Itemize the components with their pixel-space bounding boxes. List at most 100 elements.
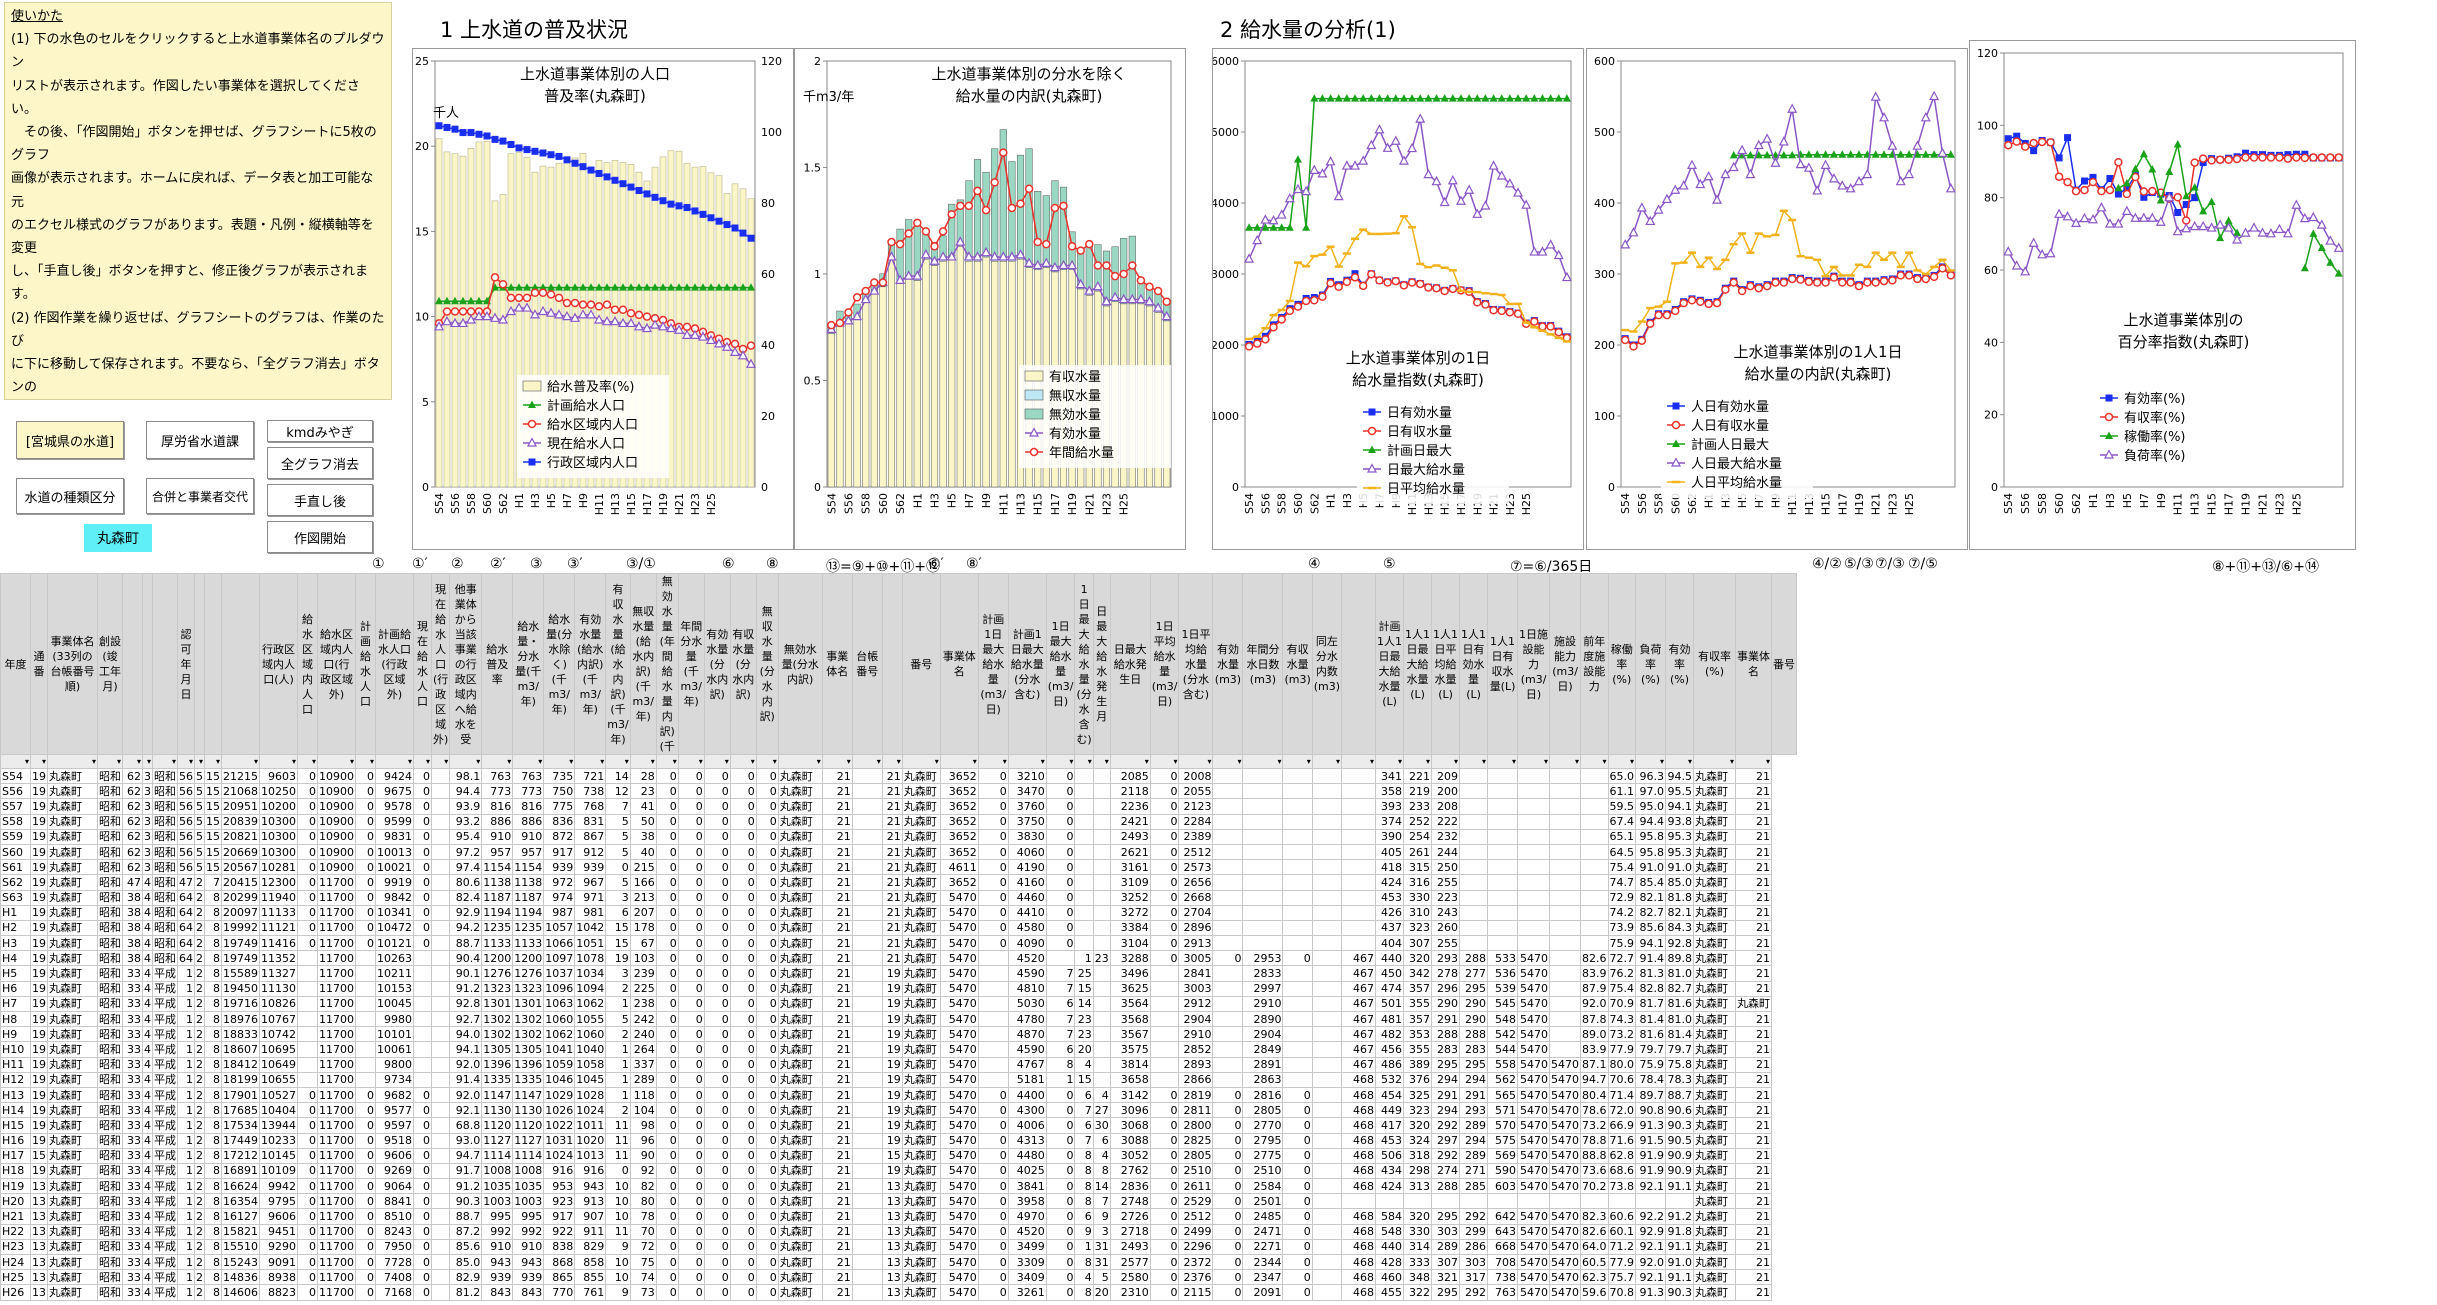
table-cell[interactable]: 21	[1735, 1117, 1773, 1134]
filter-dropdown-icon[interactable]: ▾	[655, 754, 679, 769]
table-cell[interactable]	[1459, 813, 1489, 830]
table-cell[interactable]: 0	[755, 965, 779, 982]
table-cell[interactable]: 1003	[481, 1193, 514, 1210]
table-cell[interactable]: 丸森町	[47, 828, 98, 845]
table-cell[interactable]: 丸森町	[47, 1086, 98, 1104]
filter-dropdown-icon[interactable]: ▾	[821, 754, 853, 769]
table-cell[interactable]: 8	[204, 995, 222, 1013]
table-cell[interactable]: 13	[881, 1269, 903, 1286]
table-cell[interactable]: 750	[543, 783, 576, 800]
table-cell[interactable]: 7	[1045, 980, 1076, 997]
table-cell[interactable]: 20	[1092, 1284, 1111, 1301]
table-cell[interactable]	[851, 1208, 883, 1225]
table-cell[interactable]: 0	[1282, 1253, 1313, 1271]
table-cell[interactable]: 911	[574, 1223, 607, 1240]
table-cell[interactable]: 93.8	[1665, 813, 1695, 830]
table-cell[interactable]: 348	[1403, 1269, 1433, 1286]
table-cell[interactable]: 0	[1282, 1208, 1313, 1225]
table-cell[interactable]: 5470	[939, 1132, 979, 1149]
table-cell[interactable]: 0	[413, 1178, 432, 1195]
table-cell[interactable]: 5470	[1517, 1253, 1551, 1271]
table-cell[interactable]	[297, 1056, 318, 1073]
table-cell[interactable]: 15	[1074, 1071, 1094, 1088]
table-cell[interactable]: 3052	[1109, 1147, 1151, 1164]
table-cell[interactable]: 0	[1045, 843, 1076, 861]
table-cell[interactable]	[1092, 1026, 1111, 1043]
table-cell[interactable]: 丸森町	[1693, 889, 1737, 906]
table-cell[interactable]: 0	[703, 1147, 731, 1164]
table-cell[interactable]	[430, 904, 451, 921]
table-cell[interactable]: 95.3	[1665, 843, 1695, 861]
table-cell[interactable]: 20097	[221, 904, 260, 921]
table-cell[interactable]: 1323	[481, 980, 514, 997]
table-cell[interactable]: 9980	[375, 1010, 414, 1028]
table-cell[interactable]: 3652	[939, 828, 979, 845]
table-cell[interactable]: 2718	[1109, 1223, 1151, 1240]
table-cell[interactable]: 19	[881, 1162, 903, 1180]
table-cell[interactable]: 4810	[1007, 980, 1047, 997]
filter-dropdown-icon[interactable]: ▾	[430, 754, 451, 769]
table-cell[interactable]: 昭和	[97, 935, 123, 952]
table-cell[interactable]	[1311, 904, 1343, 921]
table-cell[interactable]: 2	[605, 1026, 631, 1043]
table-cell[interactable]: 2910	[1242, 995, 1284, 1013]
table-cell[interactable]: 223	[1431, 889, 1461, 906]
table-cell[interactable]: 59.5	[1607, 798, 1637, 815]
table-cell[interactable]: 11700	[317, 1071, 356, 1088]
table-cell[interactable]: 2	[194, 1147, 205, 1164]
table-cell[interactable]: 2344	[1242, 1253, 1284, 1271]
table-cell[interactable]: 丸森町	[47, 1102, 98, 1119]
table-cell[interactable]: 13	[30, 1223, 48, 1240]
table-cell[interactable]: 1396	[512, 1056, 545, 1073]
table-cell[interactable]: 20839	[221, 813, 260, 830]
table-cell[interactable]: 23	[1074, 1010, 1094, 1028]
table-cell[interactable]: 21	[821, 859, 853, 876]
filter-dropdown-icon[interactable]: ▾	[1045, 754, 1076, 769]
table-cell[interactable]: 738	[1487, 1269, 1519, 1286]
table-cell[interactable]	[1282, 1026, 1313, 1043]
table-cell[interactable]: 2501	[1242, 1193, 1284, 1210]
table-cell[interactable]: 丸森町	[1693, 1147, 1737, 1164]
table-cell[interactable]: 21	[821, 1162, 853, 1180]
table-cell[interactable]: 5470	[939, 1178, 979, 1195]
table-cell[interactable]: 4	[142, 1132, 153, 1149]
table-cell[interactable]	[1282, 874, 1313, 891]
table-cell[interactable]: 昭和	[97, 1086, 123, 1104]
table-cell[interactable]: 1022	[543, 1117, 576, 1134]
table-cell[interactable]	[1459, 889, 1489, 906]
table-cell[interactable]: 9606	[259, 1208, 298, 1225]
table-cell[interactable]: 1062	[543, 1026, 576, 1043]
table-cell[interactable]: 73.2	[1580, 1117, 1609, 1134]
table-cell[interactable]	[1549, 1041, 1582, 1058]
table-cell[interactable]: 0	[355, 767, 376, 785]
table-cell[interactable]	[430, 798, 451, 815]
table-cell[interactable]: 21	[1735, 1223, 1773, 1240]
table-cell[interactable]: 昭和	[97, 1056, 123, 1073]
table-cell[interactable]	[1092, 919, 1111, 937]
table-cell[interactable]: 昭和	[97, 919, 123, 937]
table-cell[interactable]: 2236	[1109, 798, 1151, 815]
table-cell[interactable]: 0	[297, 1223, 318, 1240]
table-cell[interactable]: 73.8	[1607, 1178, 1637, 1195]
table-cell[interactable]: 405	[1375, 843, 1405, 861]
table-cell[interactable]	[1212, 919, 1244, 937]
table-cell[interactable]: 21	[821, 1223, 853, 1240]
table-cell[interactable]: 10281	[259, 859, 298, 876]
table-cell[interactable]: 9424	[375, 767, 414, 785]
table-cell[interactable]: 21	[1735, 1253, 1773, 1271]
table-cell[interactable]: 21	[1735, 935, 1773, 952]
table-cell[interactable]: 79.7	[1635, 1041, 1667, 1058]
table-cell[interactable]: 0	[297, 1086, 318, 1104]
filter-dropdown-icon[interactable]: ▾	[317, 754, 356, 769]
table-cell[interactable]: 昭和	[97, 1253, 123, 1271]
table-cell[interactable]	[851, 1071, 883, 1088]
table-cell[interactable]: 15	[605, 935, 631, 952]
table-cell[interactable]: 482	[1375, 1026, 1405, 1043]
table-cell[interactable]: 62	[122, 859, 143, 876]
table-cell[interactable]: 丸森町	[1693, 1071, 1737, 1088]
table-cell[interactable]: 1	[177, 1284, 195, 1301]
table-cell[interactable]: 0	[677, 1010, 705, 1028]
table-cell[interactable]: 3841	[1007, 1178, 1047, 1195]
table-cell[interactable]: 11	[605, 1132, 631, 1149]
column-header[interactable]: 1人1日有収水量(L)	[1487, 573, 1519, 755]
